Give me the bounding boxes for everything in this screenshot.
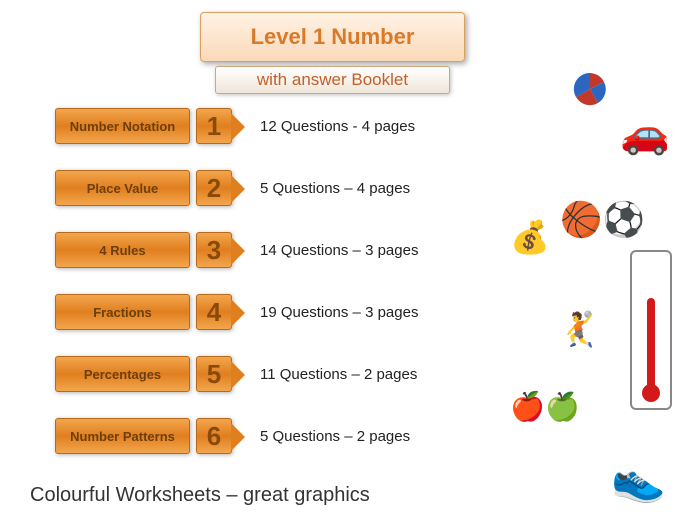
topic-number: 2 <box>207 173 221 204</box>
topic-row: Place Value 2 5 Questions – 4 pages <box>55 170 410 206</box>
topic-row: Percentages 5 11 Questions – 2 pages <box>55 356 417 392</box>
thermometer-icon <box>630 250 672 410</box>
car-icon: 🚗 <box>620 110 670 157</box>
topic-number: 6 <box>207 421 221 452</box>
topic-row: 4 Rules 3 14 Questions – 3 pages <box>55 232 418 268</box>
topic-description: 5 Questions – 2 pages <box>260 428 410 445</box>
topic-label: 4 Rules <box>55 232 190 268</box>
topic-description: 12 Questions - 4 pages <box>260 118 415 135</box>
topic-number: 1 <box>207 111 221 142</box>
topic-number: 3 <box>207 235 221 266</box>
topic-row: Number Patterns 6 5 Questions – 2 pages <box>55 418 410 454</box>
topic-number-box: 3 <box>196 232 232 268</box>
topic-label: Number Patterns <box>55 418 190 454</box>
subtitle: with answer Booklet <box>257 70 408 90</box>
topic-row: Fractions 4 19 Questions – 3 pages <box>55 294 418 330</box>
sports-balls-icon: 🏀⚽ <box>560 200 645 240</box>
topic-description: 14 Questions – 3 pages <box>260 242 418 259</box>
title-box: Level 1 Number <box>200 12 465 62</box>
topic-label: Place Value <box>55 170 190 206</box>
topic-number-box: 2 <box>196 170 232 206</box>
topic-number-box: 6 <box>196 418 232 454</box>
footer-text: Colourful Worksheets – great graphics <box>30 484 370 507</box>
topic-label: Fractions <box>55 294 190 330</box>
topic-description: 19 Questions – 3 pages <box>260 304 418 321</box>
topic-description: 5 Questions – 4 pages <box>260 180 410 197</box>
pie-chart-icon <box>570 72 610 115</box>
topic-number: 4 <box>207 297 221 328</box>
apples-icon: 🍎🍏 <box>510 390 580 423</box>
jumping-person-icon: 🤾 <box>558 310 600 350</box>
topic-label: Percentages <box>55 356 190 392</box>
topic-row: Number Notation 1 12 Questions - 4 pages <box>55 108 415 144</box>
subtitle-box: with answer Booklet <box>215 66 450 94</box>
topic-number-box: 4 <box>196 294 232 330</box>
page-title: Level 1 Number <box>251 24 415 50</box>
topic-number-box: 5 <box>196 356 232 392</box>
shoe-icon: 👟 <box>611 453 666 505</box>
topic-description: 11 Questions – 2 pages <box>260 366 417 383</box>
topic-label: Number Notation <box>55 108 190 144</box>
topic-number-box: 1 <box>196 108 232 144</box>
topic-number: 5 <box>207 359 221 390</box>
money-bag-icon: 💰 <box>510 218 550 256</box>
